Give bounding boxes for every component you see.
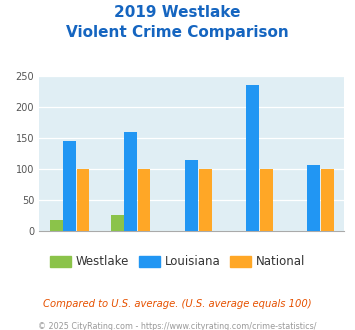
- Bar: [307, 165, 320, 231]
- Bar: [63, 141, 76, 231]
- Bar: [321, 169, 334, 231]
- Bar: [246, 85, 259, 231]
- Bar: [77, 169, 89, 231]
- Bar: [50, 220, 62, 231]
- Bar: [260, 169, 273, 231]
- Text: Compared to U.S. average. (U.S. average equals 100): Compared to U.S. average. (U.S. average …: [43, 299, 312, 309]
- Text: © 2025 CityRating.com - https://www.cityrating.com/crime-statistics/: © 2025 CityRating.com - https://www.city…: [38, 322, 317, 330]
- Bar: [124, 132, 137, 231]
- Bar: [111, 215, 124, 231]
- Bar: [199, 169, 212, 231]
- Bar: [138, 169, 151, 231]
- Text: Violent Crime Comparison: Violent Crime Comparison: [66, 25, 289, 40]
- Bar: [185, 160, 198, 231]
- Text: 2019 Westlake: 2019 Westlake: [114, 5, 241, 20]
- Legend: Westlake, Louisiana, National: Westlake, Louisiana, National: [45, 250, 310, 273]
